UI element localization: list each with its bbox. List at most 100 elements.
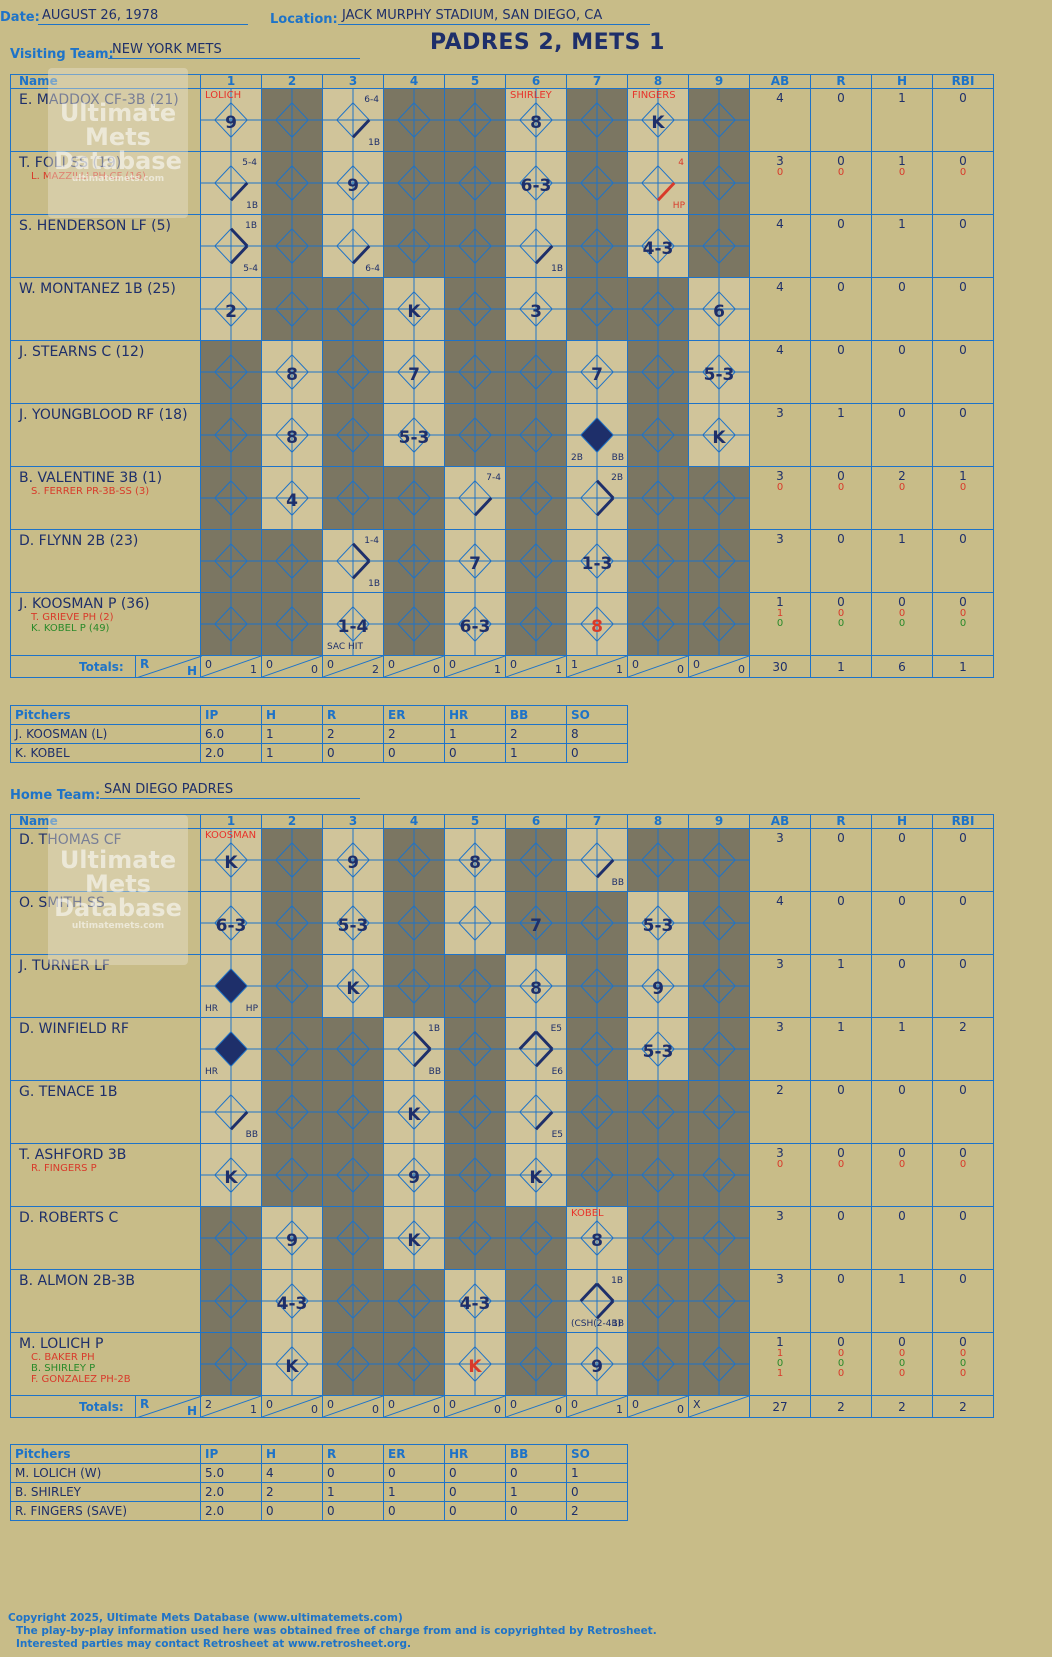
inning-cell: 9 [627,954,689,1018]
inning-cell: E5 [505,1080,567,1144]
base-diamond [201,1270,261,1332]
inning-cell: E5 E6 [505,1017,567,1081]
stat-value: 0 [959,608,967,619]
base-diamond [201,530,261,592]
batter-name-cell: W. MONTANEZ 1B (25) [10,277,201,341]
stat-h: 1 [871,1269,933,1333]
inning-cell [688,1080,750,1144]
stat-value: 1 [776,1368,784,1379]
base-diamond [689,1081,749,1143]
inning-cell [444,340,506,404]
stat-rbi: 0 [932,214,994,278]
base-diamond [384,892,444,954]
base-diamond [567,593,627,655]
base-diamond [323,404,383,466]
batter-row: D. WINFIELD RF HR 1B BB E5 E6 5-3 3 1 1 2 [10,1017,994,1081]
inning-cell [322,1206,384,1270]
base-diamond [201,89,261,151]
inning-cell: 9 [261,1206,323,1270]
inning-cell [444,1017,506,1081]
inning-runs: 0 [510,658,517,671]
pitcher-column-header: H [261,705,323,725]
base-diamond [445,467,505,529]
base-diamond [262,341,322,403]
inning-cell [322,403,384,467]
play-result: 7 [530,916,542,936]
play-result: 6 [713,302,725,322]
batter-name: E. MADDOX CF-3B (21) [19,92,179,108]
batter-row: G. TENACE 1B BB K E5 2 0 0 0 [10,1080,994,1144]
inning-runs: 0 [266,1398,273,1411]
play-note: 1B [551,264,563,274]
inning-cell: BB 2B [566,403,628,467]
inning-hits: 0 [494,1403,501,1416]
inning-hits: 0 [738,663,745,676]
pitcher-column-header: IP [200,705,262,725]
stat-rbi: 0 [932,828,994,892]
play-result: 3 [530,302,542,322]
watermark-logo: Ultimate Mets Database ultimatemets.com [48,815,188,965]
inning-cell: BB [566,828,628,892]
base-diamond [506,1144,566,1206]
pitcher-stat: 6.0 [200,724,262,744]
base-diamond [506,892,566,954]
inning-cell [688,1143,750,1207]
base-diamond [567,892,627,954]
inning-cell [261,88,323,152]
inning-cell: 8 [444,828,506,892]
stat-value: 0 [898,831,906,845]
play-result: 7 [591,365,603,385]
base-diamond [689,593,749,655]
base-diamond [689,404,749,466]
stat-value: 0 [959,957,967,971]
inning-cell: K [322,954,384,1018]
team-total: 30 [749,655,811,678]
game-location: JACK MURPHY STADIUM, SAN DIEGO, CA [338,8,650,25]
base-diamond [262,1018,322,1080]
stat-value: 1 [837,1020,845,1034]
stat-value: 0 [837,482,845,493]
totals-key-h: H [186,1404,197,1418]
inning-cell [627,1332,689,1396]
pitcher-stat: 0 [383,1463,445,1483]
base-diamond [262,892,322,954]
stat-value: 0 [837,608,845,619]
base-diamond [567,955,627,1017]
batter-row: O. SMITH SS 6-3 5-3 7 5-3 4 0 0 0 [10,891,994,955]
stat-ab: 3 [749,1269,811,1333]
base-diamond [567,1207,627,1269]
stat-h: 1 [871,88,933,152]
play-result: 5-3 [703,365,735,385]
inning-cell [688,1332,750,1396]
batter-row: J. KOOSMAN P (36) T. GRIEVE PH (2) K. KOBE… [10,592,994,656]
stat-value: 1 [898,217,906,231]
inning-cell: 1B BB [383,1017,445,1081]
pitcher-stat: 2 [383,724,445,744]
stat-value: 4 [776,91,784,105]
base-diamond [384,593,444,655]
play-note: E5 [551,1130,563,1140]
pitcher-stat: 0 [566,743,628,763]
pitcher-row: B. SHIRLEY 2.0 2 1 1 0 1 0 [10,1482,628,1502]
inning-cell: K [261,1332,323,1396]
inning-cell [566,88,628,152]
stat-value: 0 [837,532,845,546]
stat-value: 0 [959,1335,967,1349]
inning-hits: 1 [555,663,562,676]
base-diamond [628,404,688,466]
base-diamond [628,341,688,403]
stat-value: 0 [837,1358,845,1369]
stat-r: 1 [810,403,872,467]
base-diamond [567,530,627,592]
inning-cell [505,1206,567,1270]
inning-runs: 0 [388,658,395,671]
base-diamond [689,1018,749,1080]
stat-value: 2 [898,469,906,483]
column-header: RBI [932,74,994,89]
stat-rbi: 0 [932,891,994,955]
